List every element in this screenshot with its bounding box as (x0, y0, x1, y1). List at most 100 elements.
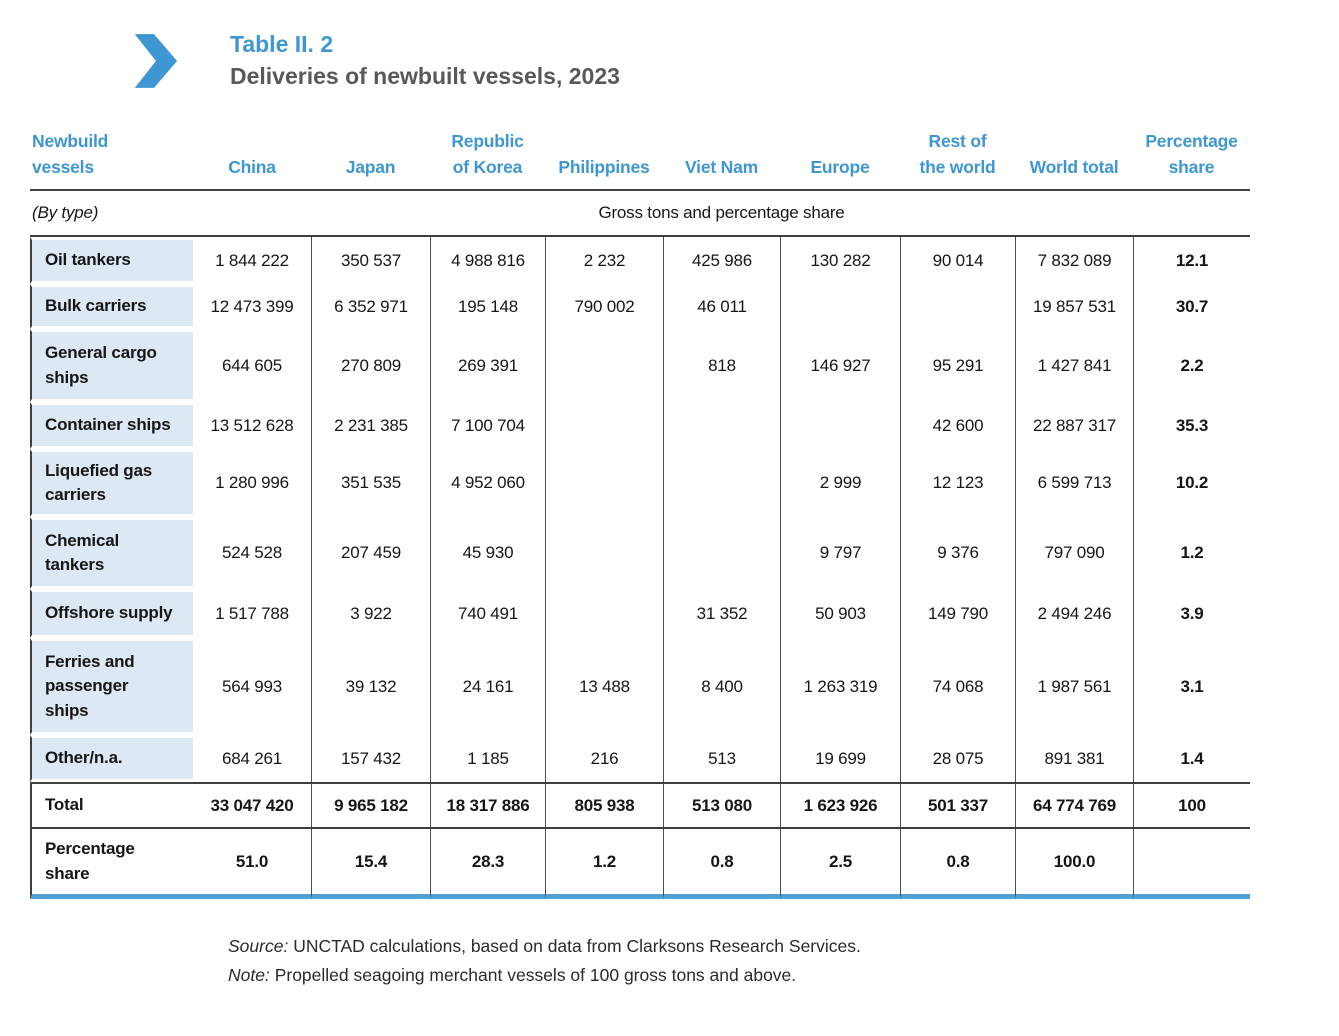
cell-value: 7 100 704 (430, 402, 545, 450)
cell-value: 13 512 628 (210, 415, 294, 435)
row-label: Offshore supply (30, 589, 193, 639)
cell-value: 1 280 996 (215, 473, 289, 493)
cell-value (780, 284, 900, 330)
cell-value: 1 427 841 (1015, 329, 1133, 403)
cell-value (663, 402, 780, 450)
column-header: Newbuild vessels (30, 127, 193, 192)
cell-value: 790 002 (545, 284, 663, 330)
cell-value: 207 459 (311, 517, 430, 590)
cell-value: 1.4 (1133, 735, 1250, 783)
cell-value: 39 132 (311, 638, 430, 736)
cell-value (545, 402, 663, 450)
cell-value (545, 449, 663, 518)
cell-value (545, 329, 663, 403)
cell-value: 30.7 (1133, 284, 1250, 330)
column-header: Rest of the world (900, 127, 1015, 192)
cell-value: 891 381 (1015, 735, 1133, 783)
cell-value: 12 473 399 (210, 296, 294, 316)
table-row: Offshore supply 1 517 788 3 922 740 491 31 3… (30, 589, 1250, 639)
cell-value: 42 600 (900, 402, 1015, 450)
cell-value: 6 352 971 (311, 284, 430, 330)
cell-value: 50 903 (780, 589, 900, 639)
cell-value (663, 517, 780, 590)
column-header: Republic of Korea (430, 127, 545, 192)
cell-value: 1.2 (545, 827, 663, 900)
cell-value: 4 988 816 (430, 237, 545, 285)
cell-value: 2.5 (780, 827, 900, 900)
table-row: Other/n.a. 684 261 157 432 1 185 216 513 19 69… (30, 735, 1250, 783)
cell-value (900, 284, 1015, 330)
cell-value: 2 232 (545, 237, 663, 285)
cell-value: 513 (663, 735, 780, 783)
cell-value: 1 185 (430, 735, 545, 783)
cell-value: 2 231 385 (311, 402, 430, 450)
cell-value: 100.0 (1015, 827, 1133, 900)
cell-value: 195 148 (430, 284, 545, 330)
cell-value: 10.2 (1133, 449, 1250, 518)
cell-value: 9 965 182 (311, 782, 430, 828)
row-label: Chemical tankers (30, 517, 193, 590)
cell-value: 425 986 (663, 237, 780, 285)
cell-value: 3.9 (1133, 589, 1250, 639)
cell-value: 0.8 (663, 827, 780, 900)
cell-value: 270 809 (311, 329, 430, 403)
cell-value: 269 391 (430, 329, 545, 403)
cell-value: 1.2 (1133, 517, 1250, 590)
cell-value: 2.2 (1133, 329, 1250, 403)
cell-value (663, 449, 780, 518)
cell-value: 15.4 (311, 827, 430, 900)
cell-value: 1 987 561 (1015, 638, 1133, 736)
total-row: Total 33 047 420 9 965 182 18 317 886 805 93… (30, 782, 1250, 828)
cell-value: 1 844 222 (215, 250, 289, 270)
table-number: Table II. 2 (230, 31, 334, 57)
cell-value: 7 832 089 (1015, 237, 1133, 285)
row-label: Total (30, 782, 193, 828)
cell-value: 216 (545, 735, 663, 783)
column-header: Percentage share (1133, 127, 1250, 192)
row-label: Bulk carriers (30, 284, 193, 330)
column-header: Philippines (545, 127, 663, 192)
cell-value: 100 (1133, 782, 1250, 828)
cell-value: 6 599 713 (1015, 449, 1133, 518)
row-label: Oil tankers (30, 237, 193, 285)
cell-value: 351 535 (311, 449, 430, 518)
cell-value: 130 282 (780, 237, 900, 285)
column-header: Viet Nam (663, 127, 780, 192)
row-label: Liquefied gas carriers (30, 449, 193, 518)
cell-value (545, 589, 663, 639)
by-type-label: (By type) (30, 191, 193, 238)
column-header: World total (1015, 127, 1133, 192)
cell-value: 95 291 (900, 329, 1015, 403)
column-header: Japan (311, 127, 430, 192)
cell-value: 24 161 (430, 638, 545, 736)
cell-value (1133, 827, 1250, 900)
note-label: Note: (228, 965, 270, 986)
cell-value: 9 376 (900, 517, 1015, 590)
footnote: Note: Propelled seagoing merchant vessel… (228, 961, 1339, 990)
note-text: Propelled seagoing merchant vessels of 1… (274, 965, 797, 986)
cell-value: 35.3 (1133, 402, 1250, 450)
table-row: Chemical tankers 524 528 207 459 45 930 9 79… (30, 517, 1250, 590)
cell-value (545, 517, 663, 590)
cell-value: 19 857 531 (1015, 284, 1133, 330)
cell-value: 157 432 (311, 735, 430, 783)
cell-value: 797 090 (1015, 517, 1133, 590)
column-header: China (193, 127, 311, 192)
chevron-icon (134, 34, 178, 88)
cell-value: 3.1 (1133, 638, 1250, 736)
title-block: Table II. 2 Deliveries of newbuilt vesse… (130, 30, 1339, 93)
footer-notes: Source: UNCTAD calculations, based on da… (228, 932, 1339, 990)
row-label: Ferries and passenger ships (30, 638, 193, 736)
cell-value: 149 790 (900, 589, 1015, 639)
source-label: Source: (228, 936, 289, 957)
cell-value: 2 494 246 (1015, 589, 1133, 639)
row-label: General cargo ships (30, 329, 193, 403)
cell-value: 12.1 (1133, 237, 1250, 285)
source-text: UNCTAD calculations, based on data from … (293, 936, 861, 957)
cell-value: 12 123 (900, 449, 1015, 518)
cell-value: 18 317 886 (430, 782, 545, 828)
cell-value (780, 402, 900, 450)
cell-value: 46 011 (663, 284, 780, 330)
cell-value: 9 797 (780, 517, 900, 590)
cell-value: 51.0 (193, 827, 311, 900)
